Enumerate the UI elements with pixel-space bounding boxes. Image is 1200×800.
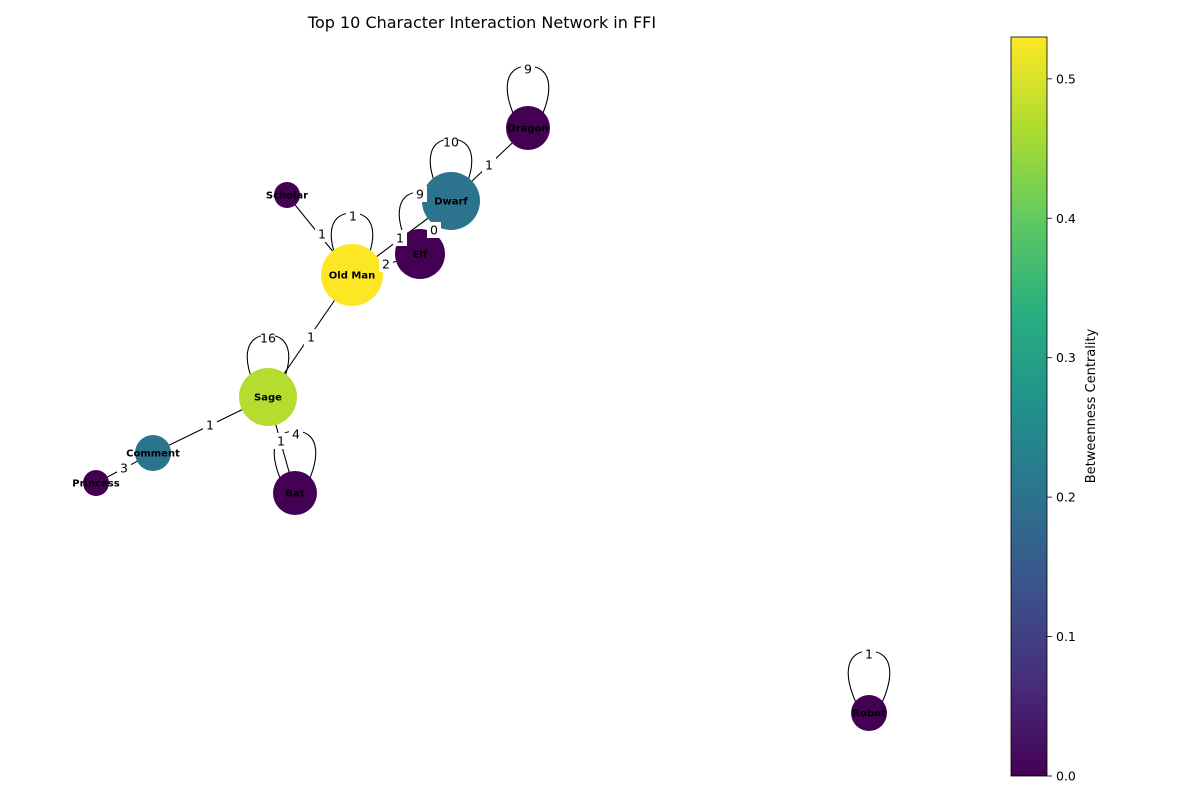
- nodes-layer: Dragon Dwarf Scholar Elf Old Man Sage Comment P…: [72, 106, 887, 731]
- node-label-comment: Comment: [126, 449, 180, 460]
- node-label-dwarf: Dwarf: [434, 197, 468, 208]
- edge-weight-label: 1: [396, 231, 404, 246]
- edge-label-bg: [521, 61, 535, 77]
- edge-label-bg: [862, 646, 876, 662]
- edge-weight-label: 1: [865, 647, 873, 662]
- edge-weight-label: 1: [318, 227, 326, 242]
- node-comment: [135, 435, 171, 471]
- node-robot: [851, 695, 887, 731]
- edge-weight-label: 2: [382, 257, 390, 272]
- colorbar-tick-label: 0.1: [1056, 629, 1076, 644]
- node-bat: [273, 471, 317, 515]
- node-label-elf: Elf: [413, 250, 428, 261]
- edge-label-bg: [444, 134, 458, 150]
- node-label-bat: Bat: [285, 489, 304, 500]
- edge-label-bg: [482, 157, 496, 173]
- edge-label-bg: [274, 433, 288, 449]
- node-old-man: [321, 244, 383, 306]
- edge-label-bg: [413, 186, 427, 202]
- edge-label-bg: [117, 460, 131, 476]
- edge-weight-label: 1: [307, 330, 315, 345]
- edge-weight-label: 1: [485, 158, 493, 173]
- colorbar-tick-label: 0.0: [1056, 769, 1076, 784]
- edge-weight-label: 3: [120, 461, 128, 476]
- node-dwarf: [422, 172, 480, 230]
- node-princess: [83, 470, 109, 496]
- edge-label-bg: [393, 230, 407, 246]
- node-label-dragon: Dragon: [507, 124, 548, 135]
- colorbar-tick-label: 0.5: [1056, 71, 1076, 86]
- colorbar-label: Betweenness Centrality: [1084, 328, 1099, 483]
- edge-label-bg: [289, 426, 303, 442]
- edge-weight-label: 9: [416, 187, 424, 202]
- colorbar-gradient: [1010, 36, 1048, 777]
- edge-weight-label: 4: [292, 427, 300, 442]
- edge-label-bg: [304, 329, 318, 345]
- colorbar-ticks: 0.0 0.1 0.2 0.3 0.4 0.5: [1047, 71, 1076, 784]
- edge-weight-label: 1: [349, 209, 357, 224]
- edge-label-bg: [261, 330, 275, 346]
- edge-label-bg: [203, 417, 217, 433]
- edge-weight-label: 9: [524, 62, 532, 77]
- node-label-princess: Princess: [72, 479, 119, 490]
- node-dragon: [506, 106, 550, 150]
- edge-label-bg: [379, 256, 393, 272]
- colorbar-tick-label: 0.2: [1056, 490, 1076, 505]
- node-label-old-man: Old Man: [329, 271, 375, 282]
- edge-weight-label: 1: [206, 418, 214, 433]
- chart-title: Top 10 Character Interaction Network in …: [307, 13, 656, 32]
- colorbar-tick-label: 0.4: [1056, 211, 1076, 226]
- node-elf: [395, 229, 445, 279]
- edge-label-bg: [315, 226, 329, 242]
- edge-weight-label: 1: [277, 434, 285, 449]
- edge-weight-label: 10: [443, 135, 459, 150]
- edge-label-bg: [346, 208, 360, 224]
- edge-weight-label: 0: [430, 223, 438, 238]
- colorbar: 0.0 0.1 0.2 0.3 0.4 0.5 Betweenness Centralit…: [1010, 36, 1099, 784]
- node-label-robot: Robot: [852, 709, 886, 720]
- edge-label-bg: [427, 222, 441, 238]
- node-label-sage: Sage: [254, 393, 282, 404]
- node-scholar: [274, 182, 300, 208]
- edge-weight-label: 16: [260, 331, 276, 346]
- colorbar-tick-label: 0.3: [1056, 350, 1076, 365]
- node-sage: [239, 368, 297, 426]
- node-label-scholar: Scholar: [266, 191, 308, 202]
